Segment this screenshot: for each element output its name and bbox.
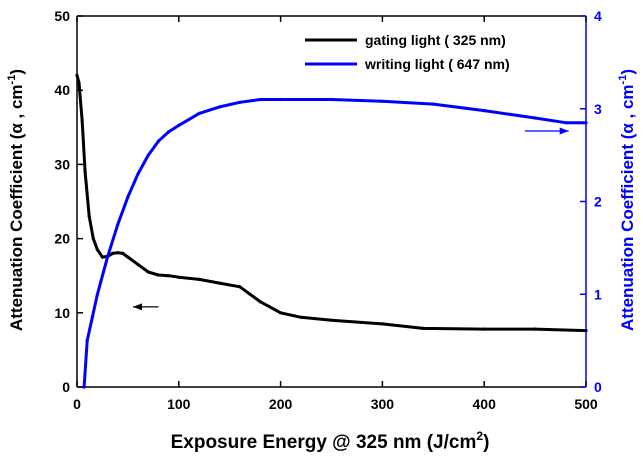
y-right-title-sup: -1 bbox=[617, 75, 629, 85]
series-1-point bbox=[126, 255, 130, 259]
series-2-point bbox=[95, 292, 99, 296]
series-1-point bbox=[136, 263, 140, 267]
y-axis-left-title: Attenuation Coefficient (α , cm-1) bbox=[6, 69, 26, 331]
series-1-point bbox=[91, 237, 95, 241]
y-right-title-tail: ) bbox=[618, 69, 637, 75]
legend-label-1: gating light ( 325 nm) bbox=[365, 32, 506, 48]
series-layer bbox=[75, 73, 588, 389]
x-tick-label: 100 bbox=[167, 396, 191, 412]
series-1-point bbox=[533, 327, 537, 331]
series-1-point bbox=[258, 300, 262, 304]
y-right-tick-label: 4 bbox=[594, 8, 602, 24]
y-right-title-base: Attenuation Coefficient (α , cm bbox=[618, 84, 637, 331]
series-1-point bbox=[75, 73, 79, 77]
y-right-tick-label: 1 bbox=[594, 286, 602, 302]
y-left-tick-label: 10 bbox=[54, 305, 70, 321]
x-tick-label: 300 bbox=[371, 396, 395, 412]
y-left-tick-label: 0 bbox=[62, 379, 70, 395]
series-1-point bbox=[146, 270, 150, 274]
series-1-point bbox=[167, 274, 171, 278]
series-2-point bbox=[431, 102, 435, 106]
annotation-arrow-2-head bbox=[559, 127, 569, 135]
series-2-point bbox=[258, 97, 262, 102]
series-1-point bbox=[380, 322, 384, 326]
x-axis-title-base: Exposure Energy @ 325 nm (J/cm bbox=[171, 432, 477, 453]
series-1-point bbox=[279, 311, 283, 315]
series-2-point bbox=[564, 121, 568, 125]
series-2-point bbox=[197, 111, 201, 115]
y-left-title-tail: ) bbox=[7, 69, 26, 75]
series-2-point bbox=[380, 99, 384, 103]
y-left-tick-label: 30 bbox=[54, 156, 70, 172]
series-2-point bbox=[584, 121, 588, 125]
series-2-point bbox=[116, 223, 120, 227]
series-2-point bbox=[329, 97, 334, 102]
series-1-point bbox=[83, 170, 87, 174]
series-2-point bbox=[126, 195, 130, 199]
y-left-tick-label: 40 bbox=[54, 82, 70, 98]
series-1-point bbox=[156, 273, 160, 277]
series-2-point bbox=[167, 130, 171, 134]
series-1-point bbox=[80, 118, 84, 122]
series-1-point bbox=[329, 318, 334, 322]
series-1-point bbox=[248, 292, 252, 296]
annotation-arrow-1-head bbox=[132, 303, 142, 311]
y-left-title-base: Attenuation Coefficient (α , cm bbox=[7, 84, 26, 331]
legend: gating light ( 325 nm) writing light ( 64… bbox=[305, 32, 510, 72]
annotation-layer bbox=[132, 127, 569, 311]
series-1-point bbox=[584, 329, 588, 333]
series-1-point bbox=[77, 81, 81, 85]
series-1-point bbox=[87, 214, 91, 218]
x-axis-title-tail: ) bbox=[483, 432, 489, 453]
x-axis-title-sup: 2 bbox=[476, 429, 483, 443]
series-1-point bbox=[100, 255, 105, 259]
y-right-tick-label: 2 bbox=[594, 194, 602, 210]
series-1-point bbox=[217, 281, 222, 285]
series-1-point bbox=[177, 275, 181, 279]
x-tick-label: 0 bbox=[73, 396, 81, 412]
series-2-point bbox=[85, 339, 89, 343]
series-2-point bbox=[90, 315, 94, 319]
x-tick-label: 400 bbox=[473, 396, 497, 412]
series-1-point bbox=[299, 315, 303, 319]
series-1-point bbox=[121, 251, 125, 255]
y-right-tick-label: 3 bbox=[594, 101, 602, 117]
series-1-point bbox=[116, 251, 120, 255]
legend-label-2: writing light ( 647 nm) bbox=[364, 56, 510, 72]
series-2-point bbox=[105, 255, 110, 259]
series-2-point bbox=[146, 153, 150, 157]
series-2-point bbox=[279, 97, 283, 102]
series-1-point bbox=[111, 251, 115, 255]
y-left-tick-label: 20 bbox=[54, 231, 70, 247]
series-2-point bbox=[177, 123, 181, 127]
series-2-point bbox=[156, 139, 160, 143]
series-2-point bbox=[482, 109, 486, 113]
series-1-point bbox=[482, 327, 486, 331]
y-left-tick-label: 50 bbox=[54, 8, 70, 24]
series-1-point bbox=[95, 248, 99, 252]
series-1-point bbox=[238, 285, 242, 289]
x-tick-label: 200 bbox=[269, 396, 293, 412]
x-tick-label: 500 bbox=[574, 396, 598, 412]
y-left-title-sup: -1 bbox=[6, 75, 18, 85]
series-2-point bbox=[82, 385, 86, 389]
y-axis-right-title: Attenuation Coefficient (α , cm-1) bbox=[617, 69, 637, 331]
y-right-tick-label: 0 bbox=[594, 379, 602, 395]
series-2-point bbox=[238, 100, 242, 104]
series-line-2 bbox=[82, 98, 588, 389]
x-axis-title: Exposure Energy @ 325 nm (J/cm2) bbox=[171, 429, 490, 453]
series-2-point bbox=[136, 172, 140, 176]
series-1-point bbox=[421, 326, 425, 330]
series-2-point bbox=[533, 116, 537, 120]
series-2-point bbox=[217, 105, 222, 109]
series-1-point bbox=[197, 277, 201, 281]
